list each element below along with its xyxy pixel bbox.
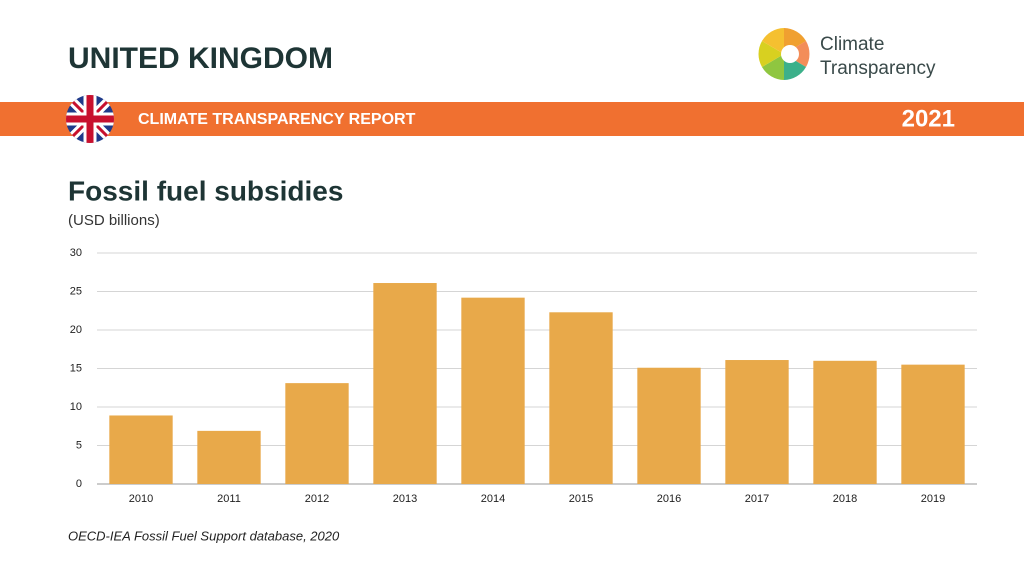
x-tick-label: 2012 bbox=[305, 493, 329, 505]
bar bbox=[637, 367, 701, 484]
bar bbox=[197, 430, 261, 484]
bar bbox=[461, 297, 525, 484]
y-tick-label: 15 bbox=[70, 362, 82, 374]
source: OECD-IEA Fossil Fuel Support database, 2… bbox=[68, 528, 340, 543]
flag bbox=[66, 95, 114, 143]
report-title: CLIMATE TRANSPARENCY REPORT bbox=[138, 111, 416, 128]
x-tick-label: 2010 bbox=[129, 493, 153, 505]
bar bbox=[373, 283, 437, 484]
x-tick-label: 2011 bbox=[217, 493, 241, 505]
x-tick-label: 2016 bbox=[657, 493, 681, 505]
y-tick-label: 20 bbox=[70, 324, 82, 336]
logo-text: Climate bbox=[820, 34, 884, 55]
bar bbox=[901, 364, 965, 484]
chart-subtitle: (USD billions) bbox=[68, 212, 160, 229]
y-tick-label: 10 bbox=[70, 401, 82, 413]
y-tick-label: 30 bbox=[70, 247, 82, 259]
y-tick-label: 0 bbox=[76, 478, 82, 490]
x-tick-label: 2014 bbox=[481, 493, 505, 505]
y-tick-label: 5 bbox=[76, 439, 82, 451]
bar bbox=[813, 360, 877, 484]
x-tick-label: 2019 bbox=[921, 493, 945, 505]
bar bbox=[285, 383, 349, 484]
bar bbox=[109, 415, 173, 484]
report-year: 2021 bbox=[902, 105, 955, 132]
x-tick-label: 2017 bbox=[745, 493, 769, 505]
bar bbox=[549, 312, 613, 484]
x-tick-label: 2013 bbox=[393, 493, 417, 505]
x-tick-label: 2015 bbox=[569, 493, 593, 505]
y-tick-label: 25 bbox=[70, 285, 82, 297]
logo bbox=[758, 28, 810, 80]
country-title: UNITED KINGDOM bbox=[68, 42, 333, 75]
chart-title: Fossil fuel subsidies bbox=[68, 175, 343, 206]
bar bbox=[725, 360, 789, 484]
logo-text: Transparency bbox=[820, 58, 936, 79]
report-band bbox=[0, 102, 1024, 136]
x-tick-label: 2018 bbox=[833, 493, 857, 505]
